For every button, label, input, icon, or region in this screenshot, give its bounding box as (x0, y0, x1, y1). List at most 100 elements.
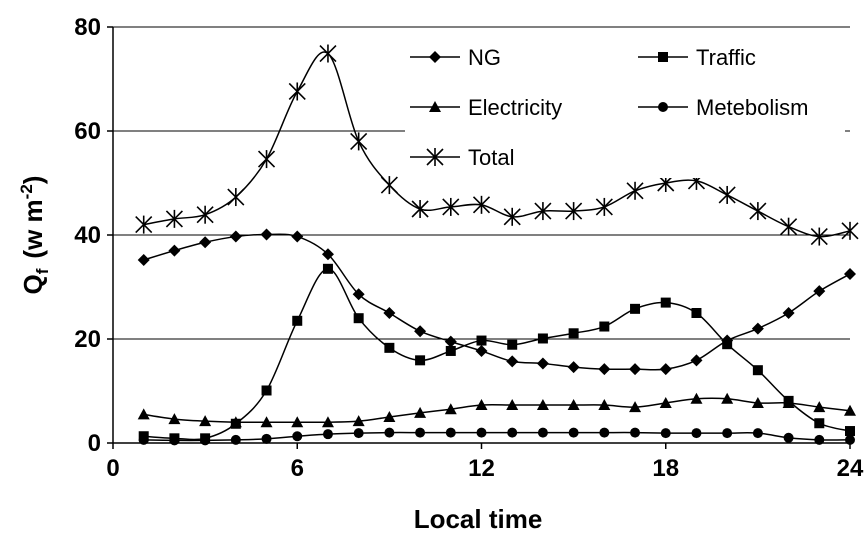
y-tick-label: 40 (74, 222, 101, 249)
data-point-total (718, 185, 736, 204)
data-point-total (534, 202, 552, 221)
x-tick-labels: 0 6 12 18 24 (106, 443, 864, 482)
data-point-electricity (383, 411, 396, 422)
data-point-metebolism (783, 432, 794, 443)
y-axis-title-unit-sup: -2 (17, 184, 36, 199)
data-point-traffic (845, 426, 855, 437)
legend-item-ng: NG (410, 45, 501, 70)
data-point-traffic (630, 303, 641, 314)
legend-marker-electricity (429, 101, 441, 112)
data-point-ng (782, 307, 795, 319)
data-point-total (749, 202, 767, 221)
legend-item-traffic: Traffic (638, 45, 756, 70)
data-point-total (319, 44, 337, 63)
data-point-traffic (353, 313, 364, 324)
series-ng (137, 228, 856, 376)
x-tick-label: 0 (106, 455, 119, 482)
data-point-metebolism (845, 434, 855, 445)
data-point-total (350, 132, 368, 151)
y-axis-title: Qf (w m-2) (17, 176, 52, 295)
data-point-metebolism (476, 427, 487, 438)
data-point-total (257, 150, 276, 169)
data-point-traffic (507, 339, 518, 350)
data-point-metebolism (322, 429, 333, 440)
legend-label: Metebolism (696, 95, 808, 120)
data-point-ng (321, 248, 334, 261)
data-point-electricity (844, 404, 856, 416)
data-point-metebolism (691, 428, 702, 439)
legend-item-electricity: Electricity (410, 95, 562, 120)
legend-label: Electricity (468, 95, 562, 120)
data-point-ng (536, 357, 549, 370)
data-point-ng (475, 344, 488, 357)
data-point-electricity (629, 401, 642, 413)
data-point-ng (414, 325, 427, 338)
data-point-electricity (536, 399, 549, 411)
data-point-total (135, 215, 153, 234)
data-point-ng (629, 363, 642, 376)
data-point-total (442, 197, 460, 216)
data-point-total (503, 207, 521, 226)
data-point-electricity (321, 416, 334, 428)
data-point-metebolism (568, 427, 579, 438)
data-point-electricity (260, 416, 273, 428)
series-line-electricity (143, 397, 851, 424)
x-tick-label: 6 (291, 455, 304, 482)
data-point-electricity (751, 396, 764, 408)
data-point-metebolism (169, 435, 180, 446)
data-point-electricity (690, 392, 703, 404)
data-point-metebolism (292, 431, 303, 442)
data-point-electricity (199, 415, 212, 427)
data-point-ng (813, 285, 826, 298)
data-point-total (780, 217, 798, 236)
data-point-total (227, 188, 245, 207)
data-point-total (565, 202, 583, 221)
data-point-ng (199, 236, 212, 249)
data-point-electricity (659, 396, 672, 408)
series-total (135, 44, 859, 246)
data-point-electricity (475, 399, 488, 411)
legend-label: Traffic (696, 45, 756, 70)
data-point-ng (659, 363, 672, 376)
data-point-ng (444, 335, 457, 348)
data-point-metebolism (537, 427, 548, 438)
data-point-ng (137, 253, 150, 266)
series-line-traffic (143, 268, 851, 441)
data-point-metebolism (722, 428, 733, 439)
data-point-ng (690, 354, 703, 367)
data-point-metebolism (630, 427, 641, 438)
x-tick-label: 24 (837, 455, 864, 482)
series-metebolism (138, 427, 855, 446)
legend-box (405, 38, 845, 178)
data-point-electricity (567, 399, 580, 411)
data-point-electricity (506, 399, 519, 411)
data-point-metebolism (752, 428, 763, 439)
data-point-metebolism (138, 434, 149, 445)
y-tick-label: 60 (74, 118, 101, 145)
data-point-traffic (292, 315, 303, 326)
x-tick-label: 12 (468, 455, 495, 482)
data-point-metebolism (261, 433, 272, 444)
data-point-total (288, 82, 306, 101)
data-point-ng (844, 268, 856, 280)
data-point-electricity (782, 396, 795, 408)
data-point-total (626, 181, 644, 200)
data-point-traffic (445, 345, 456, 356)
data-point-metebolism (384, 427, 395, 438)
data-point-electricity (352, 415, 365, 427)
y-axis-title-sub: f (33, 268, 52, 274)
data-point-metebolism (415, 427, 426, 438)
y-tick-label: 80 (74, 14, 101, 41)
data-point-total (196, 205, 214, 224)
data-point-total (841, 221, 859, 240)
data-point-ng (383, 307, 396, 319)
data-point-traffic (261, 385, 272, 396)
data-point-ng (506, 355, 519, 368)
series-group (135, 44, 859, 446)
data-point-electricity (168, 413, 181, 425)
data-point-traffic (384, 342, 395, 353)
data-point-metebolism (507, 427, 518, 438)
y-axis-title-main: Q (18, 274, 48, 294)
data-point-traffic (568, 328, 579, 339)
